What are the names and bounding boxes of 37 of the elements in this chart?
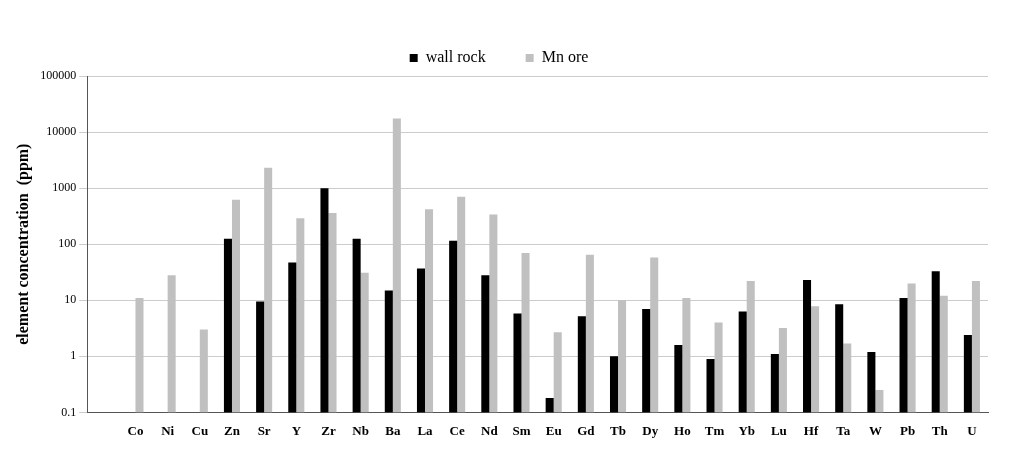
x-tick-label: Sr [257,422,271,438]
x-tick-label: Eu [545,422,562,438]
y-tick-label: 0.1 [61,404,77,419]
x-tick-label: Nd [481,422,499,438]
x-tick-label: Ce [449,422,465,438]
x-tick-label: Ni [161,422,175,438]
y-tick-label: 100 [58,236,77,251]
legend-label: Mn ore [541,48,589,66]
y-tick-label: 10 [64,292,77,307]
x-tick-label: Hf [803,422,819,438]
x-tick-label: U [967,422,978,438]
x-tick-label: Sm [512,422,531,438]
x-tick-label: Tm [704,422,725,438]
y-tick-label: 10000 [46,124,77,139]
x-tick-label: Tb [610,422,626,438]
x-tick-label: Co [127,422,144,438]
x-tick-label: Gd [577,422,596,438]
x-tick-label: W [868,422,882,438]
x-tick-label: Zn [224,422,241,438]
x-tick-label: Zr [321,422,336,438]
legend-label: wall rock [425,48,486,66]
x-tick-label: Lu [770,422,787,438]
x-tick-label: Th [931,422,949,438]
x-tick-label: Nb [352,422,369,438]
y-tick-label: 1000 [52,180,77,195]
y-tick-label: 100000 [40,68,77,83]
x-tick-label: Y [291,422,302,438]
x-tick-label: Cu [191,422,209,438]
y-axis-title: element concentration (ppm) [13,143,32,345]
x-tick-label: Pb [899,422,916,438]
x-tick-label: Yb [738,422,756,438]
y-tick-label: 1 [70,348,77,363]
x-tick-label: La [417,422,434,438]
x-tick-label: Ba [385,422,401,438]
x-tick-label: Dy [642,422,659,438]
x-tick-label: Ta [836,422,851,438]
x-tick-label: Ho [674,422,691,438]
